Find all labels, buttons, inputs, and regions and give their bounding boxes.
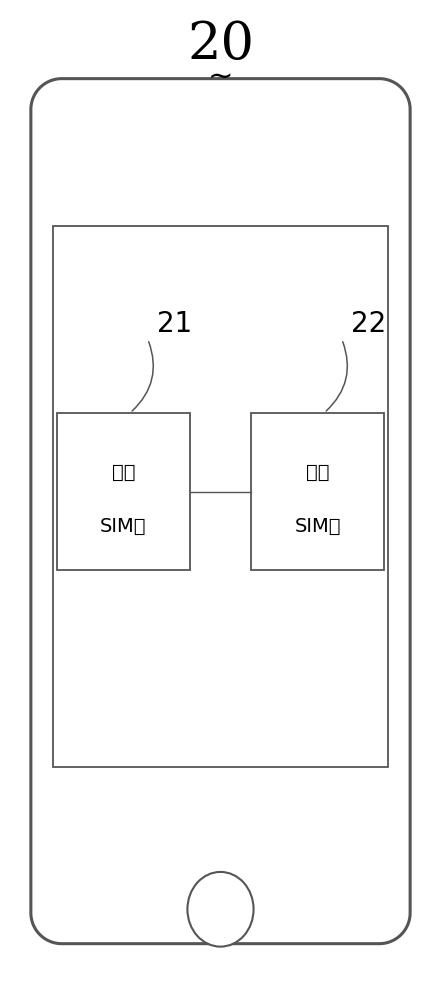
Bar [53, 226, 388, 767]
Text: ~: ~ [208, 62, 233, 91]
Bar [57, 413, 190, 570]
Text: 第一: 第一 [112, 463, 135, 482]
Text: 22: 22 [351, 311, 386, 338]
Text: SIM卡: SIM卡 [294, 517, 341, 536]
Bar [251, 413, 384, 570]
Text: 21: 21 [157, 311, 192, 338]
Polygon shape [31, 79, 410, 944]
Text: 20: 20 [187, 19, 254, 70]
Ellipse shape [187, 872, 254, 947]
Text: SIM卡: SIM卡 [100, 517, 147, 536]
Text: 第二: 第二 [306, 463, 329, 482]
